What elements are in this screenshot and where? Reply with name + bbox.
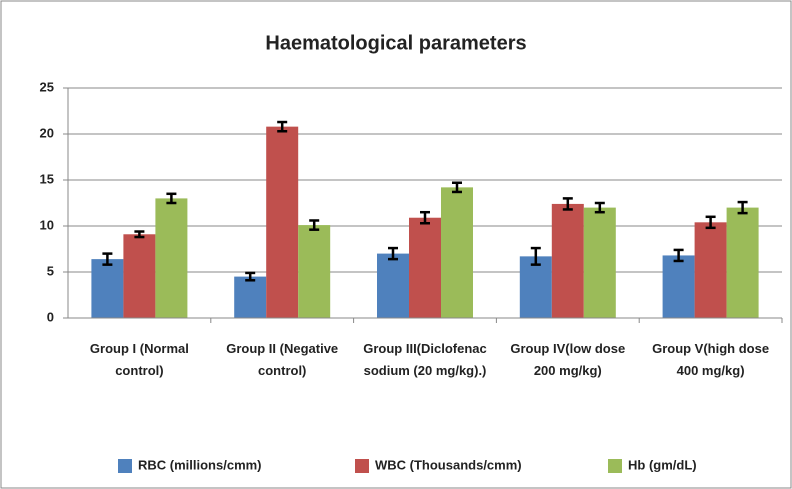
legend-swatch bbox=[118, 459, 132, 473]
x-tick-label: Group V(high dose 400 mg/kg) bbox=[652, 341, 770, 378]
error-bar bbox=[309, 219, 320, 231]
x-tick-label: Group II (Negative control) bbox=[226, 341, 339, 378]
y-tick-label: 20 bbox=[40, 125, 54, 140]
bar bbox=[234, 276, 267, 318]
bar bbox=[726, 207, 759, 318]
legend-label: Hb (gm/dL) bbox=[628, 457, 697, 472]
y-tick-label: 0 bbox=[47, 309, 54, 324]
error-bar bbox=[420, 210, 430, 225]
error-bar bbox=[277, 120, 288, 133]
error-bar bbox=[452, 181, 462, 194]
error-bar bbox=[737, 200, 748, 215]
legend-label: WBC (Thousands/cmm) bbox=[375, 457, 522, 472]
error-bar bbox=[166, 192, 177, 205]
bar bbox=[123, 234, 156, 318]
error-bar bbox=[705, 215, 716, 230]
y-tick-label: 25 bbox=[40, 79, 54, 94]
bar bbox=[662, 255, 695, 318]
bar bbox=[91, 259, 124, 318]
error-bar bbox=[388, 246, 398, 261]
y-tick-label: 5 bbox=[47, 263, 54, 278]
x-tick-label: Group I (Normal control) bbox=[89, 341, 189, 378]
error-bar bbox=[562, 197, 573, 211]
bar bbox=[409, 217, 441, 318]
bar bbox=[519, 256, 552, 318]
bar bbox=[155, 198, 188, 318]
error-bar bbox=[245, 271, 256, 282]
bar bbox=[583, 207, 616, 318]
error-bar bbox=[673, 248, 684, 263]
bar bbox=[377, 253, 409, 318]
error-bar bbox=[102, 252, 113, 266]
error-bar bbox=[530, 246, 541, 266]
bar bbox=[298, 225, 331, 318]
bar bbox=[441, 187, 473, 318]
bar bbox=[266, 126, 299, 318]
y-tick-label: 10 bbox=[40, 217, 54, 232]
bar bbox=[694, 222, 727, 318]
legend-swatch bbox=[355, 459, 369, 473]
error-bar bbox=[134, 230, 145, 239]
y-tick-label: 15 bbox=[40, 171, 54, 186]
legend-swatch bbox=[608, 459, 622, 473]
x-tick-label: Group III(Diclofenac sodium (20 mg/kg).) bbox=[363, 341, 487, 378]
legend-label: RBC (millions/cmm) bbox=[138, 457, 262, 472]
chart-title: Haematological parameters bbox=[265, 32, 526, 54]
x-tick-label: Group IV(low dose 200 mg/kg) bbox=[510, 341, 626, 378]
error-bar bbox=[594, 201, 605, 214]
bar bbox=[551, 203, 584, 318]
